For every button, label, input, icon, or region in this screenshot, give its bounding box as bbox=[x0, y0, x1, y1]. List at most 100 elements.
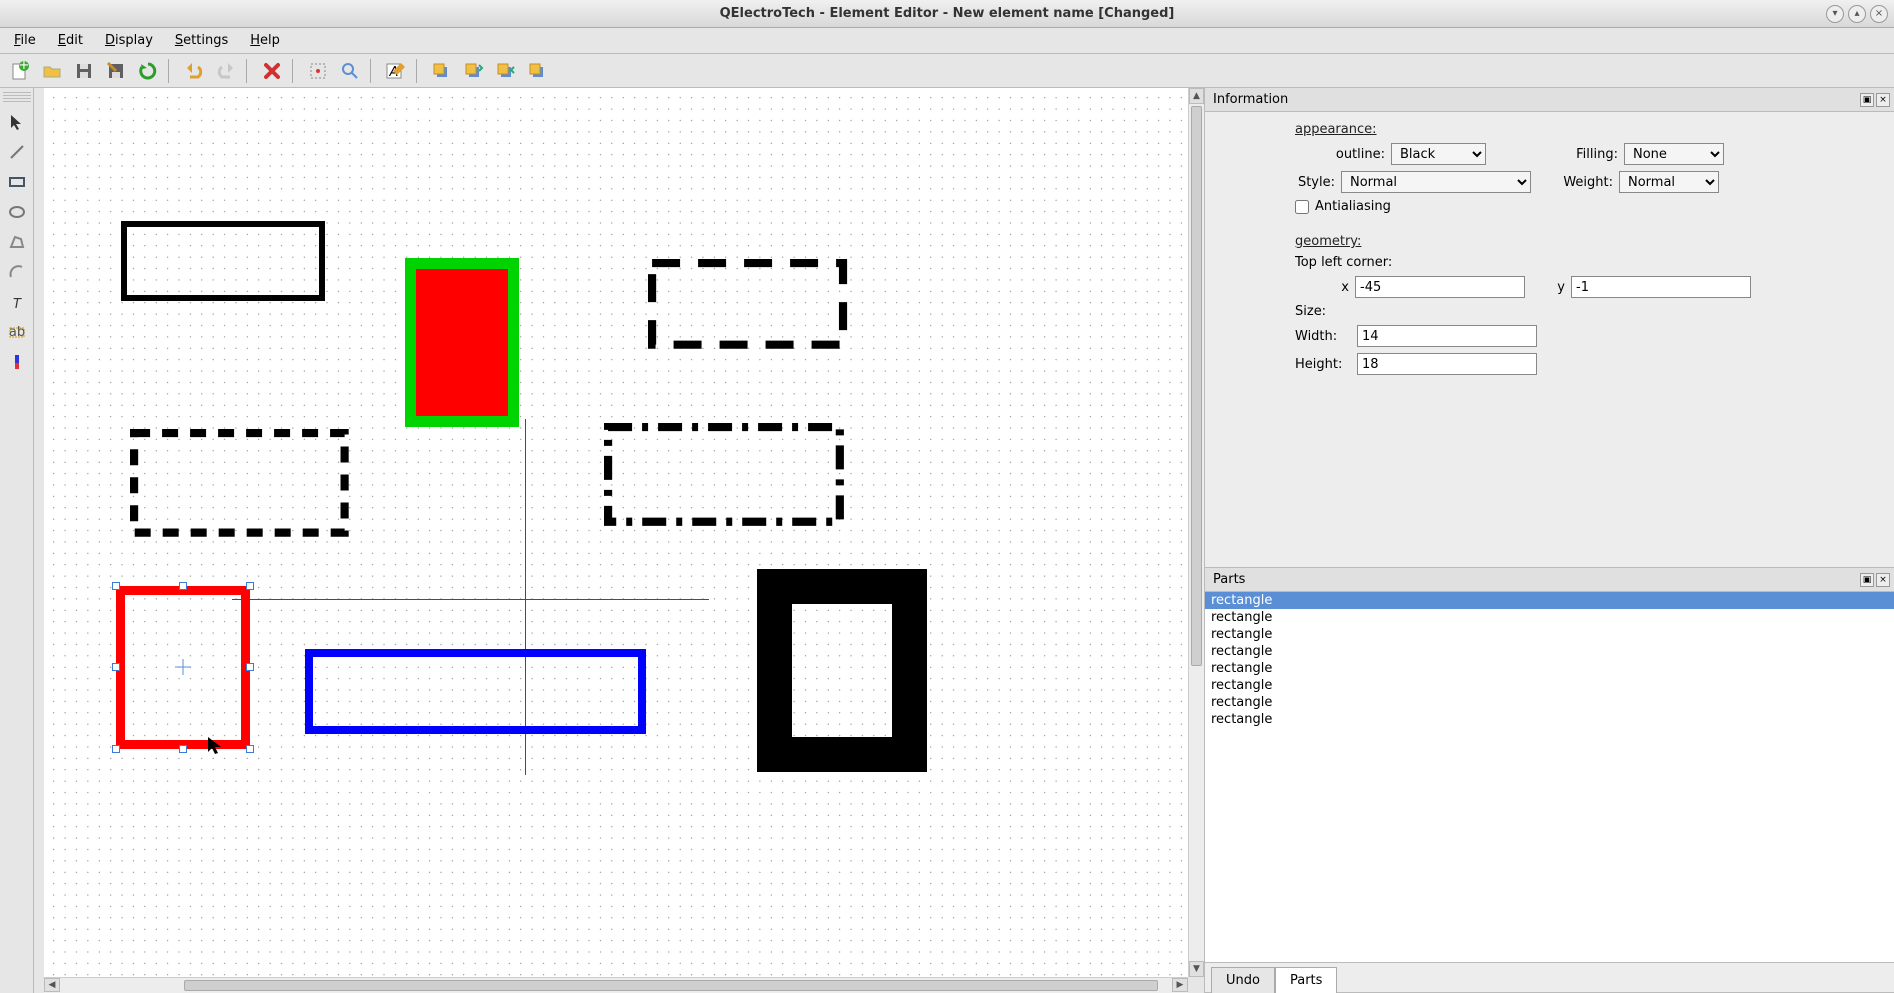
canvas-r1[interactable] bbox=[121, 221, 325, 301]
drawing-canvas[interactable] bbox=[44, 88, 1188, 977]
menu-bar: FileEditDisplaySettingsHelp bbox=[0, 28, 1894, 54]
information-header: Information ▣ × bbox=[1205, 88, 1894, 112]
lower-button[interactable] bbox=[492, 57, 520, 85]
parts-list-item[interactable]: rectangle bbox=[1205, 609, 1894, 626]
tool-terminal[interactable] bbox=[3, 348, 31, 376]
dock-handle[interactable] bbox=[3, 92, 31, 102]
tool-text-label[interactable]: ab bbox=[3, 318, 31, 346]
panel-close-button[interactable]: × bbox=[1876, 573, 1890, 587]
canvas-r3[interactable] bbox=[648, 259, 847, 349]
tab-undo[interactable]: Undo bbox=[1211, 967, 1275, 993]
parts-list-item[interactable]: rectangle bbox=[1205, 626, 1894, 643]
width-input[interactable] bbox=[1357, 325, 1537, 347]
vscroll-thumb[interactable] bbox=[1191, 106, 1202, 666]
raise-button[interactable] bbox=[460, 57, 488, 85]
menu-help[interactable]: Help bbox=[240, 30, 290, 51]
height-input[interactable] bbox=[1357, 353, 1537, 375]
parts-list[interactable]: rectanglerectanglerectanglerectanglerect… bbox=[1205, 592, 1894, 962]
canvas-r2[interactable] bbox=[405, 258, 519, 428]
information-panel: Information ▣ × appearance: outline: Bla… bbox=[1205, 88, 1894, 568]
parts-header: Parts ▣ × bbox=[1205, 568, 1894, 592]
hotspot-button[interactable] bbox=[304, 57, 332, 85]
parts-list-item[interactable]: rectangle bbox=[1205, 660, 1894, 677]
selection-handle[interactable] bbox=[246, 745, 254, 753]
horizontal-scrollbar[interactable]: ◀ ▶ bbox=[44, 977, 1188, 993]
parts-list-item[interactable]: rectangle bbox=[1205, 677, 1894, 694]
size-label: Size: bbox=[1295, 304, 1880, 319]
selection-handle[interactable] bbox=[246, 663, 254, 671]
maximize-button[interactable]: ▴ bbox=[1848, 5, 1866, 23]
panel-close-button[interactable]: × bbox=[1876, 93, 1890, 107]
selection-handle[interactable] bbox=[246, 582, 254, 590]
tool-line[interactable] bbox=[3, 138, 31, 166]
canvas-r8[interactable] bbox=[757, 569, 927, 771]
redo-button[interactable] bbox=[212, 57, 240, 85]
undo-button[interactable] bbox=[180, 57, 208, 85]
selection-handle[interactable] bbox=[179, 745, 187, 753]
selection-handle[interactable] bbox=[112, 663, 120, 671]
selection-center bbox=[173, 657, 193, 677]
hscroll-thumb[interactable] bbox=[184, 980, 1158, 991]
tool-ellipse[interactable] bbox=[3, 198, 31, 226]
selection-handle[interactable] bbox=[112, 582, 120, 590]
panel-float-button[interactable]: ▣ bbox=[1860, 573, 1874, 587]
canvas-r4[interactable] bbox=[130, 429, 349, 537]
save-button[interactable] bbox=[70, 57, 98, 85]
edit-names-button[interactable]: A bbox=[382, 57, 410, 85]
style-label: Style: bbox=[1295, 175, 1335, 190]
svg-text:+: + bbox=[19, 61, 30, 73]
x-input[interactable] bbox=[1355, 276, 1525, 298]
close-button[interactable]: × bbox=[1870, 5, 1888, 23]
svg-text:T: T bbox=[13, 297, 22, 311]
style-select[interactable]: Normal bbox=[1341, 171, 1531, 193]
tool-palette: Tab bbox=[0, 88, 34, 993]
menu-edit[interactable]: Edit bbox=[48, 30, 93, 51]
tab-parts[interactable]: Parts bbox=[1275, 967, 1337, 993]
tool-text-italic[interactable]: T bbox=[3, 288, 31, 316]
new-button[interactable]: + bbox=[6, 57, 34, 85]
main-toolbar: +A bbox=[0, 54, 1894, 88]
appearance-heading: appearance: bbox=[1295, 122, 1880, 137]
outline-select[interactable]: Black bbox=[1391, 143, 1486, 165]
parts-title: Parts bbox=[1213, 572, 1245, 587]
geometry-heading: geometry: bbox=[1295, 234, 1880, 249]
front-button[interactable] bbox=[428, 57, 456, 85]
information-title: Information bbox=[1213, 92, 1288, 107]
save-as-button[interactable] bbox=[102, 57, 130, 85]
tool-polygon[interactable] bbox=[3, 228, 31, 256]
tool-select[interactable] bbox=[3, 108, 31, 136]
delete-button[interactable] bbox=[258, 57, 286, 85]
filling-select[interactable]: None bbox=[1624, 143, 1724, 165]
svg-text:ab: ab bbox=[8, 325, 24, 340]
open-button[interactable] bbox=[38, 57, 66, 85]
tool-rectangle[interactable] bbox=[3, 168, 31, 196]
menu-display[interactable]: Display bbox=[95, 30, 163, 51]
menu-settings[interactable]: Settings bbox=[165, 30, 238, 51]
information-body: appearance: outline: Black Filling: None… bbox=[1205, 112, 1894, 395]
parts-list-item[interactable]: rectangle bbox=[1205, 643, 1894, 660]
crosshair-horizontal bbox=[232, 599, 709, 600]
tlc-label: Top left corner: bbox=[1295, 255, 1880, 270]
parts-list-item[interactable]: rectangle bbox=[1205, 592, 1894, 609]
filling-label: Filling: bbox=[1568, 147, 1618, 162]
back-button[interactable] bbox=[524, 57, 552, 85]
y-input[interactable] bbox=[1571, 276, 1751, 298]
panel-float-button[interactable]: ▣ bbox=[1860, 93, 1874, 107]
parts-list-item[interactable]: rectangle bbox=[1205, 711, 1894, 728]
right-column: Information ▣ × appearance: outline: Bla… bbox=[1204, 88, 1894, 993]
selection-handle[interactable] bbox=[112, 745, 120, 753]
selection-handle[interactable] bbox=[179, 582, 187, 590]
zoom-fit-button[interactable] bbox=[336, 57, 364, 85]
weight-select[interactable]: Normal bbox=[1619, 171, 1719, 193]
minimize-button[interactable]: ▾ bbox=[1826, 5, 1844, 23]
width-label: Width: bbox=[1295, 329, 1351, 344]
menu-file[interactable]: File bbox=[4, 30, 46, 51]
antialias-checkbox[interactable] bbox=[1295, 200, 1309, 214]
canvas-r5[interactable] bbox=[604, 423, 844, 526]
reload-button[interactable] bbox=[134, 57, 162, 85]
canvas-area: ▲ ▼ ◀ ▶ bbox=[34, 88, 1204, 993]
vertical-scrollbar[interactable]: ▲ ▼ bbox=[1188, 88, 1204, 977]
canvas-r7[interactable] bbox=[305, 649, 646, 734]
parts-list-item[interactable]: rectangle bbox=[1205, 694, 1894, 711]
tool-arc[interactable] bbox=[3, 258, 31, 286]
